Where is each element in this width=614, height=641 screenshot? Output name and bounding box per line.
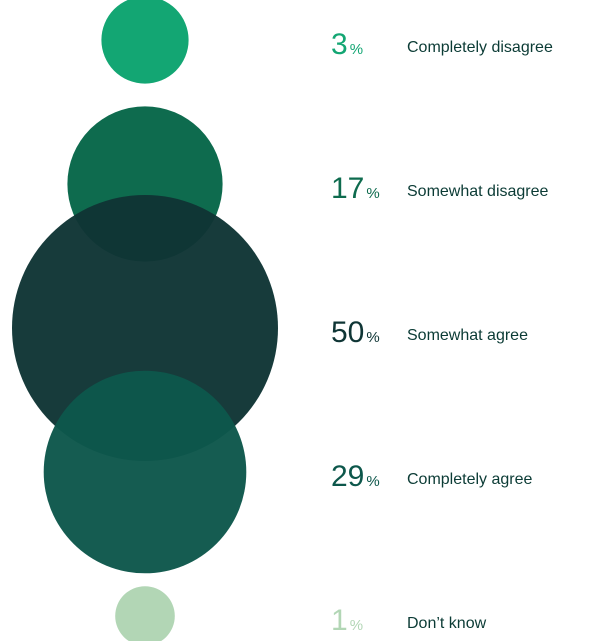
bubble-don-t-know	[115, 586, 175, 641]
percent-sign: %	[350, 41, 363, 58]
percent-sign: %	[366, 329, 379, 346]
category-label-somewhat-disagree: Somewhat disagree	[407, 183, 549, 200]
category-label-somewhat-agree: Somewhat agree	[407, 327, 528, 344]
value-label-somewhat-agree: 50%	[331, 316, 380, 349]
value-label-completely-disagree: 3%	[331, 28, 363, 61]
value-label-completely-agree: 29%	[331, 460, 380, 493]
value-number: 3	[331, 28, 348, 61]
category-label-completely-disagree: Completely disagree	[407, 39, 553, 56]
value-number: 17	[331, 172, 364, 205]
bubbles-group	[12, 0, 278, 641]
bubble-somewhat-agree	[12, 195, 278, 461]
value-number: 50	[331, 316, 364, 349]
percent-sign: %	[366, 473, 379, 490]
category-label-completely-agree: Completely agree	[407, 471, 533, 488]
value-label-don-t-know: 1%	[331, 604, 363, 637]
value-number: 29	[331, 460, 364, 493]
labels-group: 3% Completely disagree 17% Somewhat disagre…	[331, 28, 553, 637]
bubble-completely-agree	[43, 370, 247, 574]
bubble-completely-disagree	[101, 0, 189, 84]
category-label-don-t-know: Don’t know	[407, 615, 487, 632]
percent-sign: %	[350, 617, 363, 634]
value-number: 1	[331, 604, 348, 637]
value-label-somewhat-disagree: 17%	[331, 172, 380, 205]
percent-sign: %	[366, 185, 379, 202]
